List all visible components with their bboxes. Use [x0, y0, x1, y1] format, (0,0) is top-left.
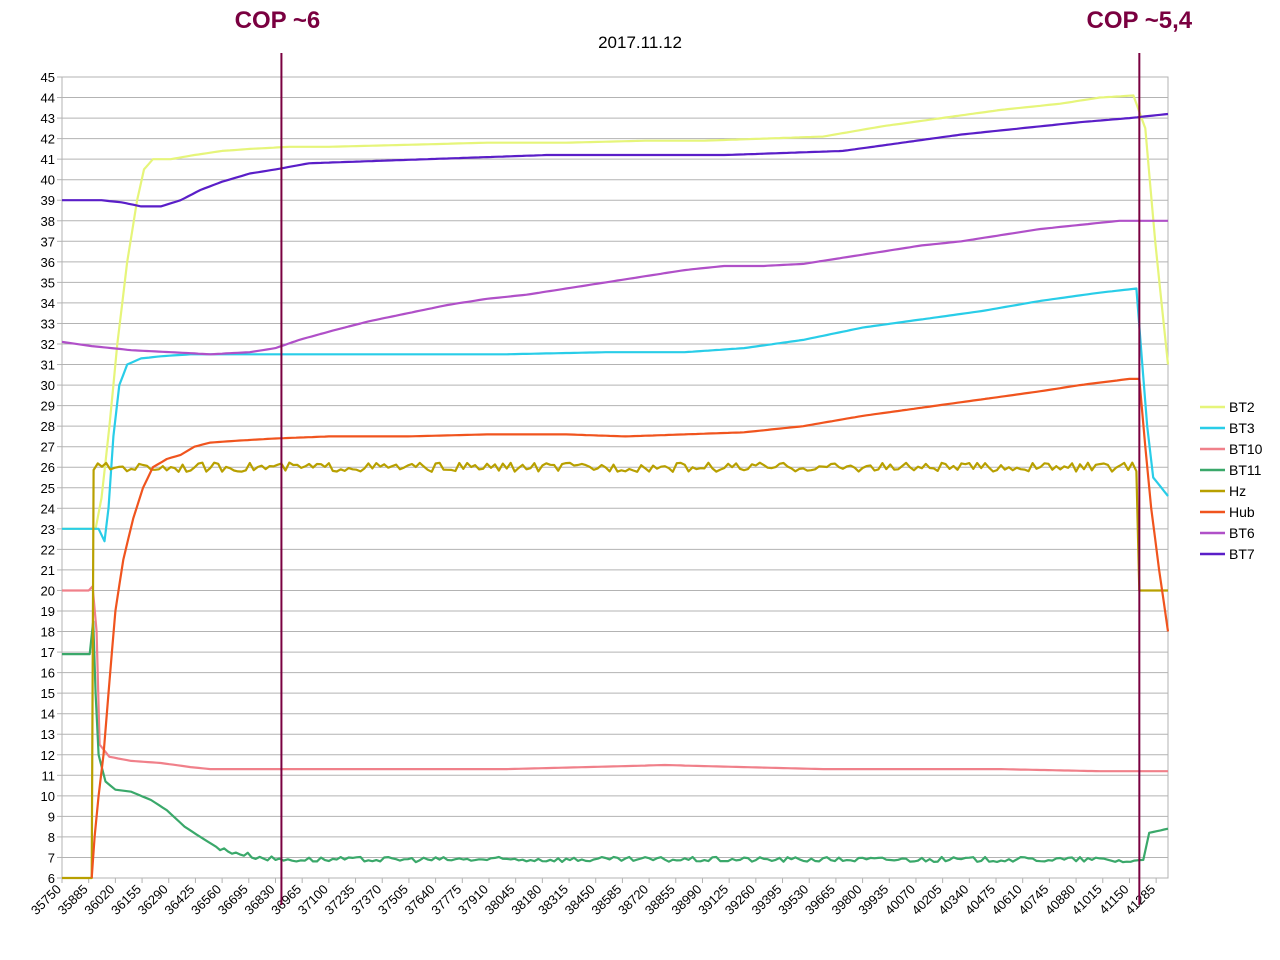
y-tick-label: 7 — [48, 850, 55, 865]
series-line-bt6 — [61, 219, 1168, 356]
y-tick-label: 39 — [41, 193, 55, 208]
y-tick-label: 25 — [41, 481, 55, 496]
annotations: COP ~6 COP ~5,4 — [235, 7, 1193, 905]
y-tick-label: 30 — [41, 378, 55, 393]
y-tick-label: 24 — [41, 501, 55, 516]
legend-entry: BT11 — [1229, 462, 1262, 478]
y-axis-tick-labels: 6 7 8 9 10 11 12 13 14 15 16 17 18 19 20 21 22 23 24 25 26 27… — [41, 70, 55, 886]
y-tick-label: 26 — [41, 460, 55, 475]
y-tick-label: 35 — [41, 275, 55, 290]
legend-entry: Hub — [1229, 504, 1255, 520]
y-tick-label: 10 — [41, 789, 55, 804]
y-tick-label: 28 — [41, 419, 55, 434]
plot-area — [61, 76, 1169, 879]
series-line-hz — [62, 461, 1168, 880]
series-line-bt2 — [62, 94, 1170, 530]
y-tick-label: 19 — [41, 604, 55, 619]
y-tick-label: 12 — [41, 748, 55, 763]
y-tick-label: 36 — [41, 255, 55, 270]
legend-entry: BT6 — [1229, 525, 1255, 541]
y-tick-label: 23 — [41, 522, 55, 537]
y-tick-label: 17 — [41, 645, 55, 660]
y-tick-label: 27 — [41, 440, 55, 455]
y-tick-label: 44 — [41, 91, 55, 106]
grid-lines — [57, 76, 1169, 883]
y-tick-label: 22 — [41, 542, 55, 557]
series-line-bt10 — [62, 585, 1168, 773]
y-tick-label: 40 — [41, 173, 55, 188]
legend: BT2 BT3 BT10 BT11 Hz Hub BT6 BT7 — [1200, 399, 1263, 562]
legend-entry: BT7 — [1229, 546, 1255, 562]
x-axis-tick-labels: 3575035885360203615536290364253656036695… — [28, 882, 1158, 918]
series-line-bt7 — [62, 112, 1169, 208]
y-tick-label: 9 — [48, 809, 55, 824]
y-tick-label: 6 — [48, 871, 55, 886]
annotation-label: COP ~5,4 — [1087, 7, 1193, 34]
y-tick-label: 21 — [41, 563, 55, 578]
legend-entry: BT10 — [1229, 441, 1263, 457]
x-tick-label: 41015 — [1069, 882, 1105, 918]
y-tick-label: 41 — [41, 152, 55, 167]
y-tick-label: 13 — [41, 727, 55, 742]
y-tick-label: 16 — [41, 666, 55, 681]
y-tick-label: 43 — [41, 111, 55, 126]
legend-entry: BT2 — [1229, 399, 1255, 415]
y-tick-label: 34 — [41, 296, 55, 311]
y-tick-label: 33 — [41, 316, 55, 331]
series-line-bt3 — [62, 287, 1169, 543]
y-tick-label: 45 — [41, 70, 55, 85]
y-tick-label: 15 — [41, 686, 55, 701]
chart-title: 2017.11.12 — [598, 33, 682, 52]
y-tick-label: 11 — [42, 768, 56, 783]
y-tick-label: 20 — [41, 583, 55, 598]
y-tick-label: 8 — [48, 830, 55, 845]
y-tick-label: 38 — [41, 214, 55, 229]
y-tick-label: 32 — [41, 337, 55, 352]
legend-entry: BT3 — [1229, 420, 1255, 436]
legend-entry: Hz — [1229, 483, 1246, 499]
y-tick-label: 29 — [41, 399, 55, 414]
annotation-label: COP ~6 — [235, 7, 321, 34]
y-tick-label: 31 — [41, 358, 55, 373]
series-line-bt11 — [62, 620, 1169, 864]
y-tick-label: 37 — [41, 234, 55, 249]
y-tick-label: 14 — [41, 707, 55, 722]
y-tick-label: 42 — [41, 132, 55, 147]
y-tick-label: 18 — [41, 625, 55, 640]
